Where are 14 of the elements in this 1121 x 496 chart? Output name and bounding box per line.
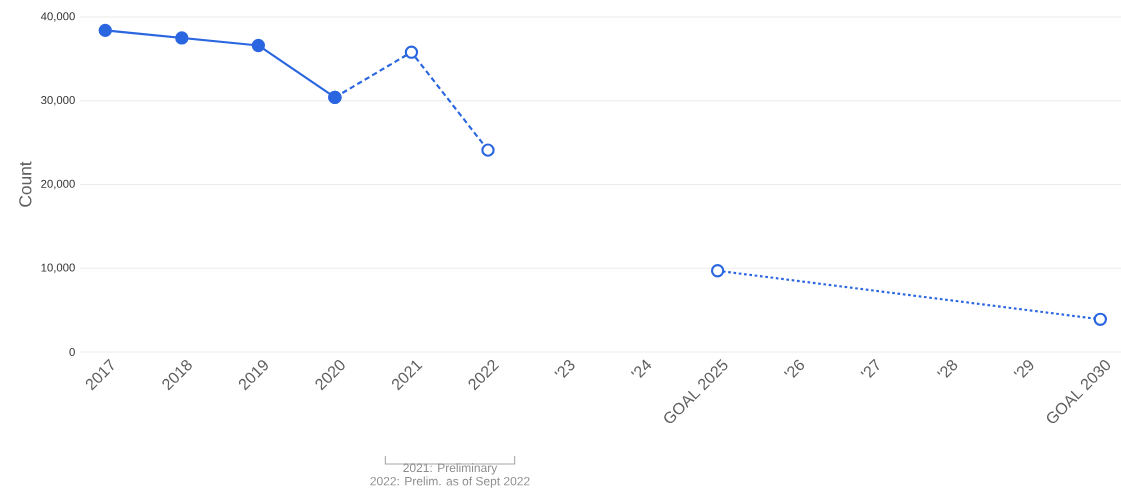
x-tick-label: '23 [554, 359, 575, 378]
x-tick-label: '26 [783, 359, 805, 378]
y-axis-title: Count [19, 161, 32, 207]
x-tick-label: '24 [630, 359, 652, 378]
text: 2022: Prelim. as of Sept 2022 [370, 476, 530, 488]
y-tick-label: 10,000 [41, 263, 75, 273]
x-tick-label: '27 [860, 358, 880, 378]
y-tick-label: 30,000 [41, 96, 75, 106]
y-tick-label: 0 [69, 347, 75, 356]
text: 2021: Preliminary [403, 463, 498, 475]
x-tick-label: '28 [936, 359, 958, 378]
y-tick-label: 20,000 [41, 179, 75, 190]
x-tick-label: '29 [1013, 360, 1034, 378]
y-tick-label: 40,000 [40, 12, 75, 22]
